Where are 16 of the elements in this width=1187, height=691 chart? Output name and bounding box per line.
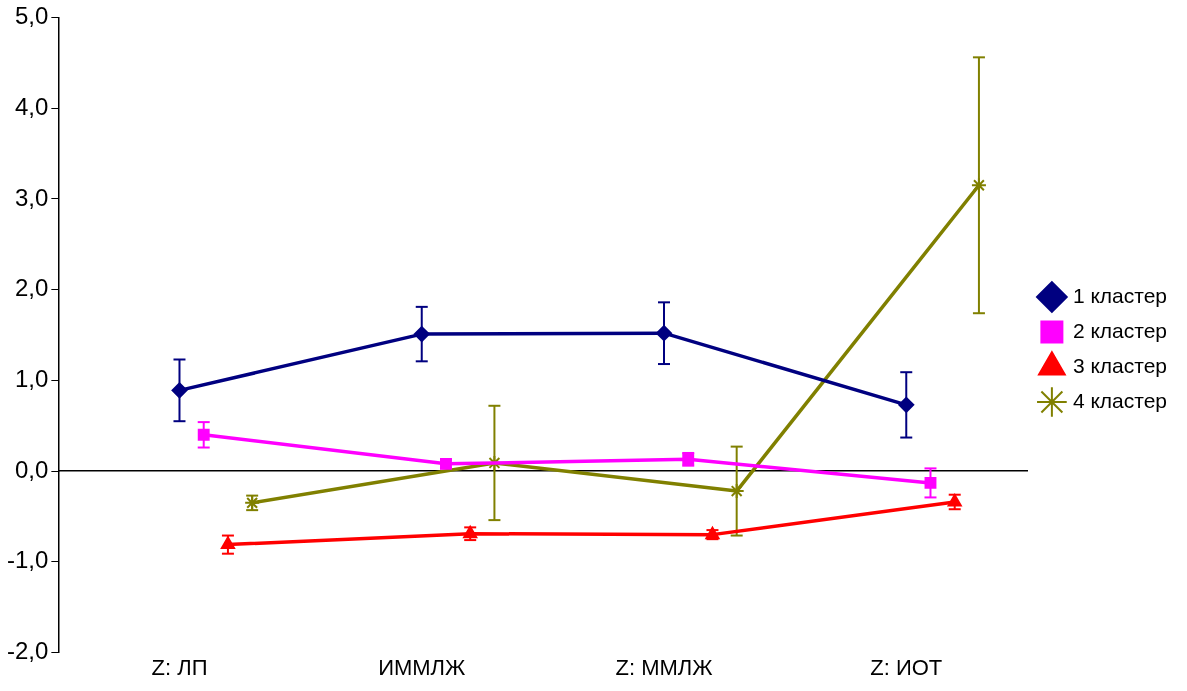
y-tick-label: 0,0 (14, 455, 49, 483)
legend-label: 1 кластер (1072, 283, 1168, 307)
y-tick-label: -1,0 (7, 546, 49, 574)
y-tick-label: 4,0 (14, 92, 49, 120)
y-tick-label: -2,0 (7, 637, 49, 665)
y-tick-label: 3,0 (14, 183, 49, 211)
legend-label: 3 кластер (1072, 353, 1168, 377)
x-tick-label: Z: ММЛЖ (615, 654, 714, 680)
legend-label: 4 кластер (1072, 388, 1168, 412)
x-tick-label: ИММЛЖ (378, 654, 467, 680)
y-tick-label: 2,0 (14, 274, 49, 302)
legend-label: 2 кластер (1072, 318, 1168, 342)
y-tick-label: 1,0 (14, 365, 49, 392)
x-tick-label: Z: ЛП (151, 654, 208, 680)
y-tick-label: 5,0 (14, 2, 49, 30)
x-tick-label: Z: ИОТ (870, 654, 943, 680)
